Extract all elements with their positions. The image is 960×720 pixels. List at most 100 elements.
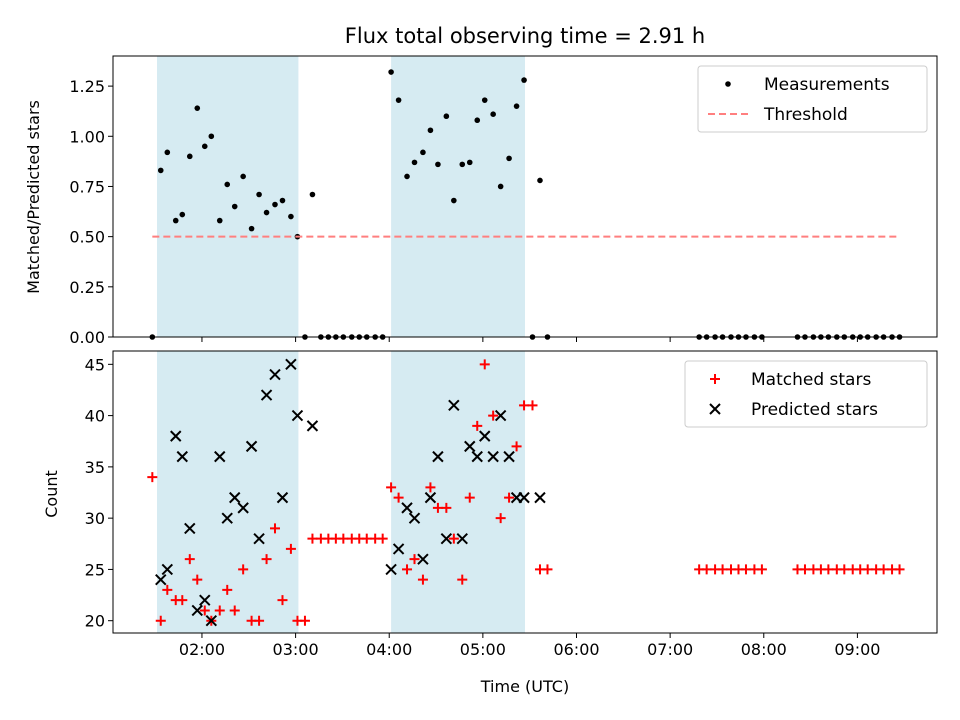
matched-star-point [464,492,475,503]
x-tick-label: 08:00 [741,640,787,659]
legend-matched-marker [710,374,720,384]
matched-star-point [307,533,318,544]
matched-star-point [756,564,767,575]
top-shaded-interval-0 [157,56,299,337]
matched-star-point [361,533,372,544]
matched-star-point [155,615,166,626]
measurement-point [272,201,278,208]
matched-star-point [261,554,272,565]
bottom-y-tick-label: 35 [85,458,105,477]
predicted-star-point [276,491,289,504]
measurement-point [248,225,255,232]
predicted-star-point [214,450,226,463]
measurement-point [443,113,450,120]
measurement-point [256,191,262,198]
measurement-point [240,173,246,180]
measurement-point [172,217,179,224]
predicted-star-point [184,522,196,535]
predicted-star-point [464,440,476,453]
measurement-point [216,217,223,224]
predicted-star-point [221,512,233,524]
matched-star-point [472,420,483,431]
predicted-star-point [392,543,405,555]
matched-star-point [542,564,553,575]
matched-star-point [222,584,233,595]
predicted-star-point [253,532,265,545]
measurement-point [309,191,316,198]
matched-star-point [338,533,349,544]
matched-star-point [823,564,834,575]
matched-star-point [386,482,397,493]
predicted-star-point [448,399,460,412]
predicted-star-point [199,594,211,606]
matched-star-point [432,502,443,513]
matched-star-point [701,564,712,575]
matched-star-point [402,564,413,575]
measurement-point [231,203,238,210]
x-tick-label: 09:00 [834,640,880,659]
matched-star-point [377,533,388,544]
measurement-point [404,173,410,180]
top-y-tick-label: 0.75 [69,177,105,196]
matched-star-point [488,410,499,421]
matched-star-point [417,574,428,585]
predicted-star-point [285,358,297,371]
measurement-point [459,161,466,168]
bottom-plot-frame [112,350,938,634]
predicted-star-point [170,430,182,442]
measurement-point [466,159,473,166]
measurement-point [497,183,504,190]
measurement-point [201,143,208,150]
predicted-star-point [291,409,304,422]
matched-star-point [495,513,506,524]
x-tick-label: 06:00 [553,640,599,659]
measurement-point [194,105,201,111]
measurement-point [179,211,186,218]
predicted-star-point [534,491,546,504]
predicted-star-point [456,532,468,545]
predicted-star-point [518,491,530,504]
x-tick-label: 05:00 [460,640,506,659]
matched-star-point [717,564,728,575]
measurement-point [279,197,286,204]
bottom-y-tick-label: 45 [85,355,105,374]
x-tick-label: 04:00 [366,640,412,659]
matched-star-point [799,564,810,575]
matched-star-point [479,359,490,370]
predicted-star-point [237,502,249,514]
measurement-point [263,209,270,216]
x-tick-label: 07:00 [647,640,693,659]
measurement-point [208,133,215,140]
matched-star-point [519,400,530,411]
measurement-point [157,167,164,174]
predicted-star-point [417,553,429,565]
matched-star-point [254,615,265,626]
predicted-star-point [176,450,188,463]
matched-star-point [214,605,225,616]
matched-star-point [878,564,889,575]
bottom-y-tick-label: 30 [85,509,105,528]
matched-star-point [740,564,751,575]
top-y-tick-label: 1.00 [69,127,105,146]
predicted-star-point [487,450,499,463]
chart-title: Flux total observing time = 2.91 h [345,24,705,48]
bottom-shaded-interval-1 [391,351,525,633]
matched-star-point [409,554,420,565]
measurement-point [395,97,402,103]
legend-label: Threshold [763,105,848,125]
matched-star-point [184,554,195,565]
predicted-star-point [229,491,241,504]
matched-star-point [457,574,468,585]
matched-star-point [425,482,436,493]
predicted-star-point [440,532,453,545]
predicted-star-point [205,614,218,627]
predicted-star-point [432,450,444,463]
matched-star-point [238,564,249,575]
measurement-point [474,117,481,124]
legend-label: Measurements [764,75,890,95]
matched-star-point [269,523,280,534]
top-shaded-interval-1 [391,56,525,337]
matched-star-point [147,472,158,483]
measurement-point [513,103,520,109]
